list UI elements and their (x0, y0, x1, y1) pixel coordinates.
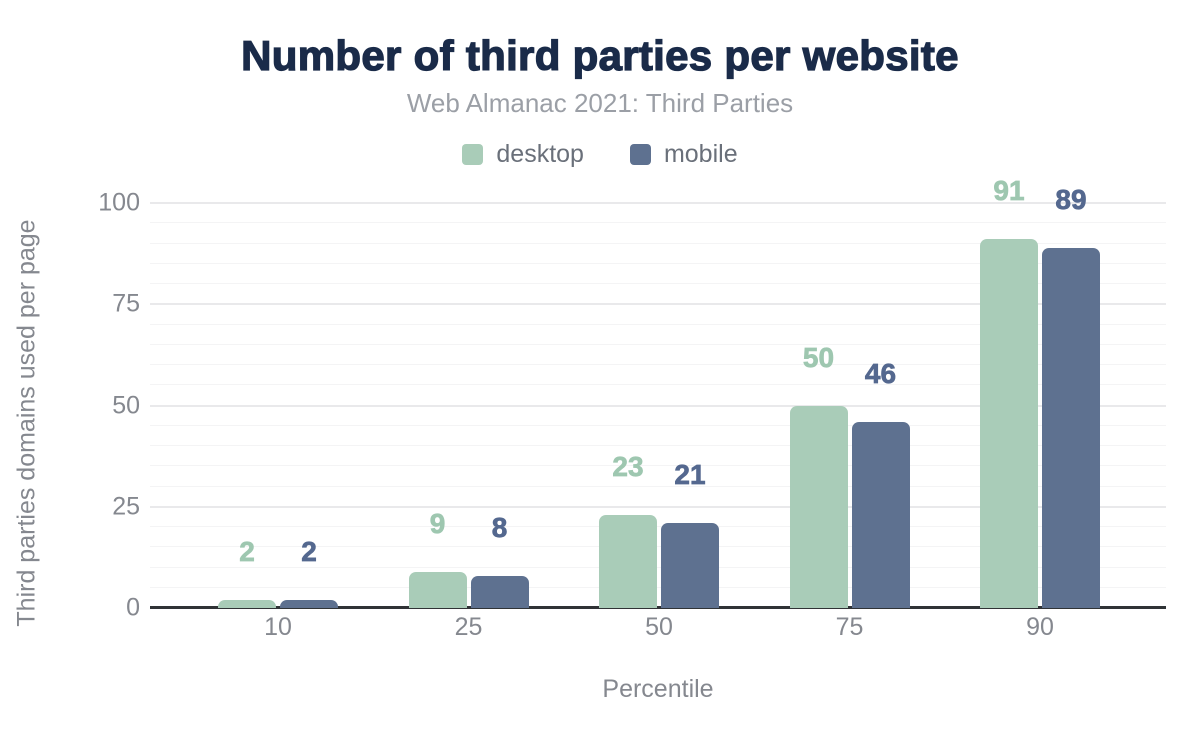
x-tick-label: 75 (835, 613, 864, 641)
legend-swatch-mobile (629, 144, 651, 165)
value-label-mobile: 2 (301, 535, 317, 567)
minor-gridline (150, 465, 1166, 467)
minor-gridline (150, 384, 1166, 386)
legend-label: desktop (496, 140, 584, 168)
legend-label: mobile (663, 140, 738, 168)
minor-gridline (150, 546, 1166, 548)
bar-mobile (470, 575, 529, 608)
value-label-desktop: 23 (612, 450, 644, 482)
chart-subtitle: Web Almanac 2021: Third Parties (406, 88, 794, 118)
bar-mobile (661, 522, 719, 608)
minor-gridline (150, 526, 1166, 527)
y-tick-label: 75 (112, 289, 140, 318)
bar-desktop (408, 571, 467, 608)
bar-desktop (599, 514, 657, 608)
value-label-desktop: 91 (993, 175, 1025, 207)
value-label-desktop: 9 (429, 507, 446, 539)
x-tick-label: 90 (1026, 613, 1054, 641)
y-axis-title: Third parties domains used per page (12, 219, 41, 627)
value-label-mobile: 46 (864, 357, 897, 389)
x-tick-label: 10 (264, 613, 292, 641)
value-label-mobile: 8 (491, 511, 508, 543)
legend-swatch-desktop (462, 144, 484, 165)
major-gridline (150, 404, 1166, 407)
bar-mobile (280, 599, 338, 608)
minor-gridline (150, 445, 1166, 446)
minor-gridline (150, 364, 1166, 365)
bar-mobile (1042, 247, 1100, 608)
minor-gridline (150, 222, 1166, 224)
bar-mobile (851, 421, 910, 608)
y-tick-label: 50 (112, 391, 140, 419)
y-tick-label: 25 (112, 492, 140, 521)
legend: desktop mobile (0, 142, 1200, 167)
value-label-mobile: 89 (1055, 183, 1087, 215)
x-axis-baseline (150, 606, 1166, 609)
major-gridline (150, 303, 1166, 306)
minor-gridline (150, 262, 1166, 264)
major-gridline (150, 505, 1166, 508)
value-label-desktop: 2 (239, 535, 255, 567)
y-tick-label: 0 (126, 593, 140, 622)
x-tick-label: 25 (454, 613, 483, 641)
bar-desktop (980, 239, 1038, 608)
x-tick-label: 50 (645, 613, 673, 641)
bar-desktop (789, 405, 848, 608)
value-label-desktop: 50 (802, 341, 835, 373)
minor-gridline (150, 283, 1166, 284)
bar-desktop (218, 599, 276, 608)
y-axis-ticks: 0 25 50 75 100 (0, 188, 140, 620)
value-label-mobile: 21 (674, 458, 706, 490)
y-tick-label: 100 (98, 188, 140, 217)
x-axis-title: Percentile (602, 675, 714, 703)
chart-title: Number of third parties per website (241, 31, 960, 79)
minor-gridline (150, 566, 1166, 568)
minor-gridline (150, 242, 1166, 244)
minor-gridline (150, 424, 1166, 426)
plot-area: 2 2 10 9 8 25 23 21 50 50 46 75 91 89 90 (150, 177, 1166, 640)
legend-item-desktop: desktop (462, 142, 584, 167)
minor-gridline (150, 485, 1166, 487)
minor-gridline (150, 586, 1166, 588)
minor-gridline (150, 323, 1166, 325)
minor-gridline (150, 343, 1166, 345)
legend-item-mobile: mobile (629, 140, 738, 168)
major-gridline (150, 202, 1166, 204)
